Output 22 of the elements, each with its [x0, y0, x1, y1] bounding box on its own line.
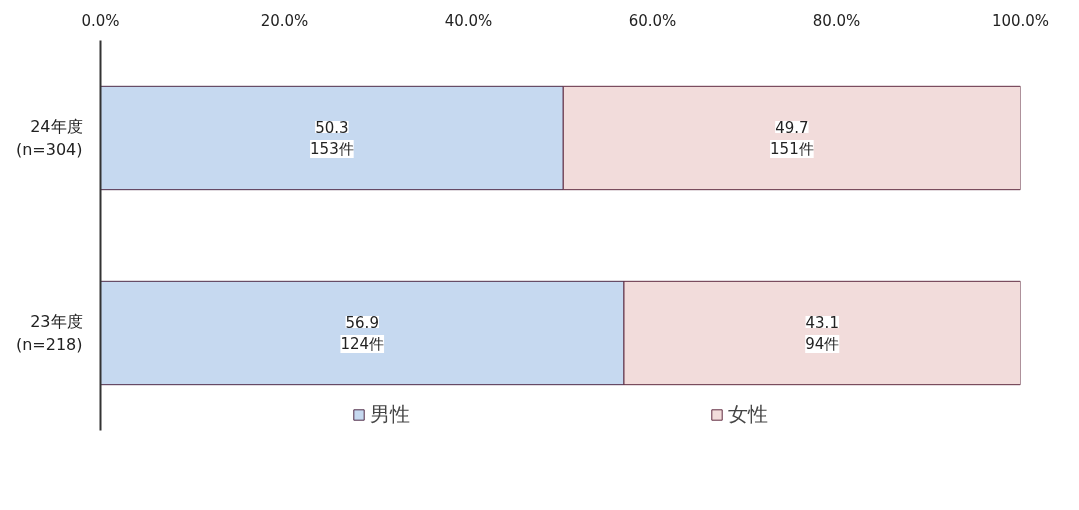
data-label: 56.9: [345, 314, 379, 332]
legend-label: 女性: [728, 401, 768, 428]
annotation: 124件: [340, 335, 385, 353]
x-tick-label: 0.0%: [81, 11, 120, 30]
x-tick-label: 20.0%: [260, 11, 309, 30]
bar: [562, 85, 1021, 191]
x-tick-label: 60.0%: [628, 11, 677, 30]
bar: [623, 280, 1021, 386]
bar: [100, 85, 564, 191]
annotation: 151件: [770, 140, 814, 158]
bar: [100, 280, 625, 386]
data-label: 50.3: [315, 119, 349, 137]
annotation: 94件: [805, 335, 840, 353]
y-tick-label: 23年度 (n=218): [15, 312, 83, 354]
x-tick-label: 80.0%: [812, 11, 861, 30]
x-tick-label: 100.0%: [991, 11, 1050, 30]
data-label: 49.7: [775, 119, 809, 137]
annotation: 153件: [310, 140, 354, 158]
data-label: 43.1: [805, 314, 839, 332]
y-tick-label: 24年度 (n=304): [15, 117, 83, 159]
x-tick-label: 40.0%: [444, 11, 493, 30]
legend-label: 男性: [370, 401, 410, 428]
